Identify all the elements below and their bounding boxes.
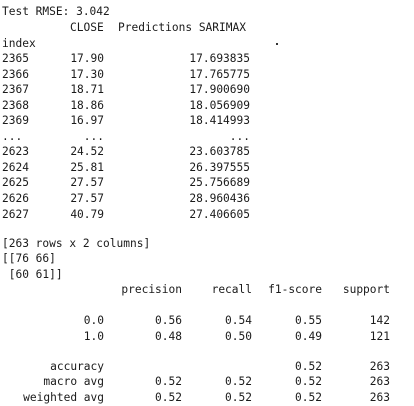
table-row: 2623 24.52 23.603785 [2,144,412,160]
table-row: 2369 16.97 18.414993 [2,113,412,129]
cell-prediction: 25.756689 [189,176,250,190]
table-row: 2365 17.90 17.693835 [2,51,412,67]
dataframe-header: CLOSE Predictions SARIMAX [2,20,412,36]
row-index: 2626 [2,191,29,205]
report-f1: 0.52 [295,360,322,373]
index-name-label: index [2,37,36,50]
cell-close: 27.57 [70,176,104,190]
cell-close: 16.97 [70,114,104,128]
table-row: 2624 25.81 26.397555 [2,160,412,176]
cell-prediction: 18.056909 [189,98,250,112]
row-index: 2367 [2,83,29,97]
report-f1: 0.52 [295,375,322,388]
table-row: 2366 17.30 17.765775 [2,67,412,83]
report-header-support: support [342,283,390,296]
shape-line: [263 rows x 2 columns] [2,237,151,250]
column-header-predictions: Predictions SARIMAX [118,21,246,34]
stray-dot [276,43,278,45]
report-row: weighted avg 0.52 0.52 0.52 263 [2,390,412,406]
report-row: 0.0 0.56 0.54 0.55 142 [2,313,412,329]
report-row-label: weighted avg [23,390,104,404]
cell-close: 27.57 [70,191,104,205]
report-support: 121 [369,329,390,343]
cell-prediction: 18.414993 [189,114,250,128]
report-support: 142 [369,314,390,327]
report-precision: 0.52 [155,375,182,388]
report-recall: 0.52 [225,375,252,388]
cell-prediction: 17.765775 [189,67,250,81]
report-row: 1.0 0.48 0.50 0.49 121 [2,329,412,345]
cell-close: 25.81 [70,160,104,174]
report-row-label: macro avg [43,375,104,388]
cell-prediction: 17.900690 [189,83,250,97]
report-recall: 0.52 [225,390,252,404]
row-index: 2625 [2,176,29,190]
report-header-recall: recall [211,283,252,296]
report-row: accuracy 0.52 263 [2,359,412,375]
table-row: 2625 27.57 25.756689 [2,175,412,191]
row-index: 2369 [2,114,29,128]
report-precision: 0.52 [155,390,182,404]
table-row: 2367 18.71 17.900690 [2,82,412,98]
report-f1: 0.52 [295,390,322,404]
table-row: 2368 18.86 18.056909 [2,98,412,114]
rmse-line: Test RMSE: 3.042 [2,5,110,18]
report-row-label: 1.0 [83,329,104,343]
cell-prediction: ... [229,129,250,143]
cell-close: 17.90 [70,52,104,65]
row-index: 2368 [2,98,29,112]
report-support: 263 [369,360,390,373]
report-header: precision recall f1-score support [2,282,412,298]
cell-prediction: 28.960436 [189,191,250,205]
table-row: ......... [2,129,412,145]
report-precision: 0.48 [155,329,182,343]
report-support: 263 [369,375,390,388]
row-index: 2366 [2,67,29,81]
row-index: 2365 [2,52,29,65]
report-row-label: accuracy [50,360,104,373]
cell-close: ... [83,129,104,143]
confusion-matrix-row: [[76 66] [2,252,56,265]
cell-prediction: 26.397555 [189,160,250,174]
report-row: macro avg 0.52 0.52 0.52 263 [2,374,412,390]
report-header-precision: precision [121,283,182,296]
row-index: 2627 [2,207,29,221]
cell-close: 40.79 [70,207,104,221]
cell-close: 17.30 [70,67,104,81]
report-header-f1: f1-score [268,283,322,296]
report-recall: 0.54 [225,314,252,327]
cell-prediction: 27.406605 [189,207,250,221]
row-index: ... [2,129,23,143]
report-row-label: 0.0 [83,314,104,327]
report-precision: 0.56 [155,314,182,327]
report-f1: 0.49 [295,329,322,343]
column-header-close: CLOSE [70,21,104,34]
report-recall: 0.50 [225,329,252,343]
table-row: 2627 40.79 27.406605 [2,207,412,223]
confusion-matrix-row: [60 61]] [2,268,63,281]
cell-close: 18.71 [70,83,104,97]
cell-prediction: 23.603785 [189,145,250,159]
table-row: 2626 27.57 28.960436 [2,191,412,207]
report-f1: 0.55 [295,314,322,327]
cell-prediction: 17.693835 [189,52,250,65]
row-index: 2624 [2,160,29,174]
report-support: 263 [369,390,390,404]
cell-close: 18.86 [70,98,104,112]
row-index: 2623 [2,145,29,159]
cell-close: 24.52 [70,145,104,159]
